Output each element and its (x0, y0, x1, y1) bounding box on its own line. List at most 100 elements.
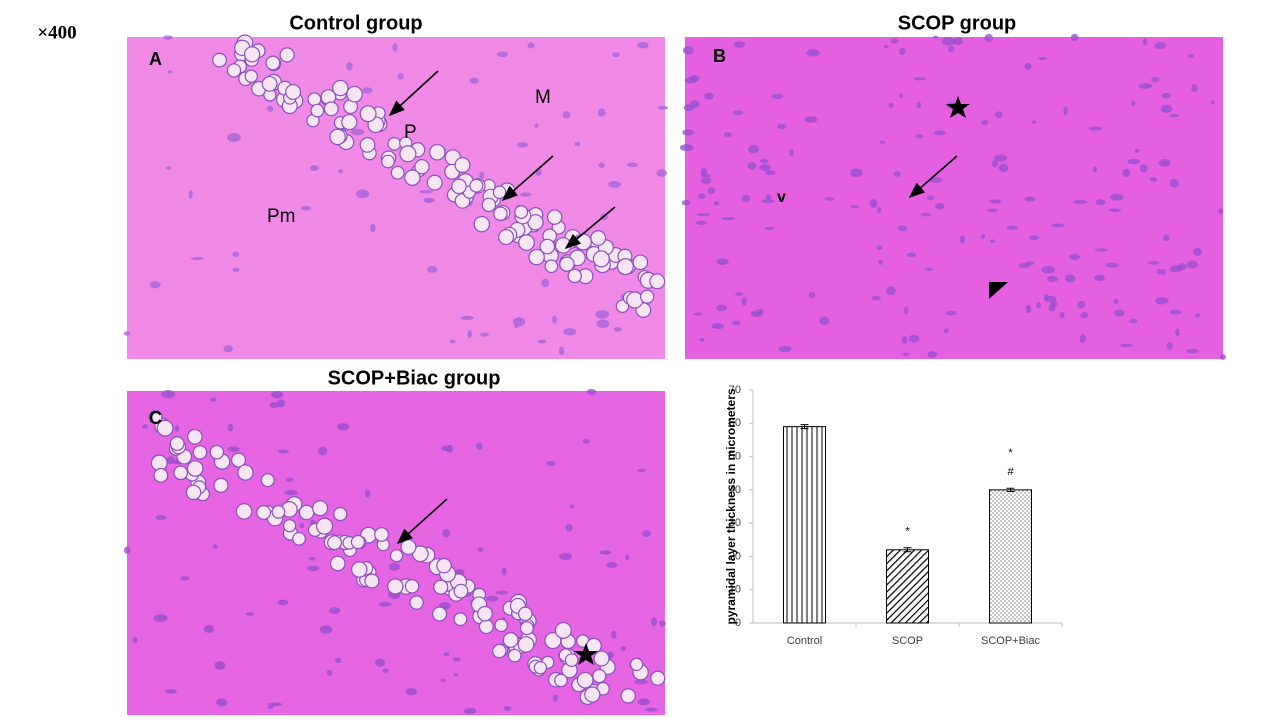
cell (953, 37, 963, 46)
cell (1109, 193, 1124, 201)
nucleus (567, 268, 582, 284)
nucleus (514, 205, 529, 219)
cell (1024, 62, 1032, 70)
panel-title: Control group (289, 12, 422, 34)
cell (989, 199, 1002, 204)
cell (355, 189, 370, 199)
cell (346, 62, 353, 71)
cell (1134, 148, 1140, 153)
nucleus (359, 136, 376, 153)
cell (271, 391, 284, 399)
cell (216, 698, 228, 707)
nucleus (235, 503, 253, 520)
cell (337, 423, 350, 431)
cell (546, 461, 556, 467)
cell (582, 438, 590, 444)
cell (446, 444, 454, 453)
cell (284, 490, 298, 496)
nucleus (374, 527, 389, 542)
cell (1024, 196, 1036, 202)
cell (634, 679, 648, 685)
cell (267, 705, 274, 709)
cell (1063, 106, 1068, 116)
cell (933, 35, 939, 40)
cell (711, 322, 724, 330)
cell (808, 291, 816, 299)
nucleus (387, 137, 402, 151)
panel-title: SCOP+Biac group (328, 367, 501, 389)
cell (765, 194, 772, 201)
nucleus (231, 452, 247, 468)
nucleus (649, 273, 666, 290)
cell (501, 567, 507, 576)
cell (684, 77, 698, 84)
cell (300, 205, 311, 211)
cell (123, 546, 131, 554)
nucleus (507, 648, 522, 663)
cell (1070, 33, 1079, 42)
cell (904, 306, 909, 315)
cell (920, 212, 932, 217)
nucleus (310, 103, 325, 118)
nucleus (473, 215, 491, 233)
y-tick-label: 70 (729, 384, 741, 396)
cell (318, 446, 328, 456)
cell (888, 102, 894, 109)
cell (452, 657, 461, 662)
cell (1156, 269, 1163, 275)
cell (915, 134, 924, 139)
cell (624, 554, 630, 561)
cell (764, 226, 775, 230)
nucleus (533, 661, 548, 675)
cell (350, 128, 365, 136)
cell (537, 339, 547, 344)
cell (699, 337, 705, 342)
cell (901, 336, 908, 344)
nucleus (389, 549, 404, 563)
nucleus (481, 197, 497, 213)
cell (599, 550, 612, 555)
cell (902, 352, 910, 356)
cell (682, 45, 694, 55)
nucleus (312, 500, 329, 517)
nucleus (492, 643, 507, 659)
magnification: ×400 (37, 22, 76, 43)
nucleus (307, 92, 322, 107)
nucleus (226, 63, 242, 78)
nucleus (517, 636, 535, 653)
cell-texture (123, 33, 1226, 715)
cell (1079, 334, 1086, 343)
cell (405, 687, 417, 696)
cell (268, 702, 282, 707)
cell (907, 252, 917, 258)
nucleus (590, 230, 607, 246)
cell (1169, 179, 1179, 188)
nucleus (329, 555, 346, 572)
cell (1194, 313, 1201, 318)
cell (637, 698, 651, 706)
cell (701, 174, 712, 178)
cell (1154, 42, 1167, 50)
nucleus (493, 206, 508, 221)
nucleus (429, 143, 446, 161)
cell (626, 162, 639, 167)
cell (335, 657, 342, 664)
y-tick-label: 30 (729, 517, 741, 529)
cell (696, 213, 710, 217)
cell (819, 316, 830, 326)
cell (806, 49, 820, 57)
y-tick-label: 50 (729, 450, 741, 462)
cell (382, 668, 389, 673)
y-tick-label: 60 (729, 417, 741, 429)
cell (681, 200, 691, 206)
cell (913, 77, 926, 81)
cell (463, 707, 477, 715)
cell (1046, 276, 1059, 283)
cell (495, 590, 508, 595)
cell (1142, 38, 1148, 46)
cell (392, 43, 398, 52)
nucleus (574, 233, 592, 251)
nucleus (409, 595, 424, 610)
cell (223, 345, 234, 353)
cell (879, 140, 886, 144)
